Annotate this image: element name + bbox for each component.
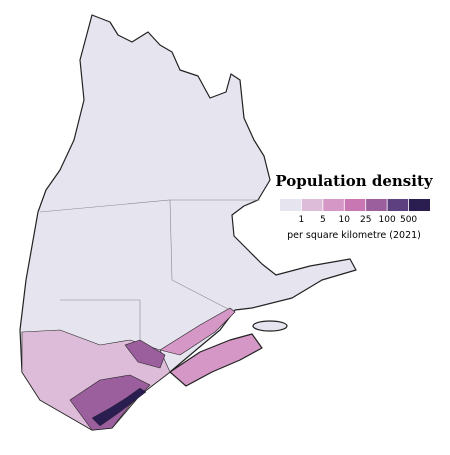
region-border [60, 299, 141, 340]
legend-title: Population density [275, 172, 433, 190]
province-outline [19, 14, 357, 431]
legend-tick-label: 100 [379, 215, 396, 225]
saguenay-region [124, 339, 166, 369]
region-border [39, 199, 231, 311]
internal-borders [39, 199, 260, 340]
legend-swatch [344, 199, 366, 211]
urban-core [91, 387, 147, 427]
legend-subtitle: per square kilometre (2021) [287, 230, 421, 241]
legend-swatch [322, 199, 345, 211]
north-shore [159, 307, 236, 356]
legend-tick-label: 500 [400, 215, 417, 225]
legend-tick-label: 10 [339, 215, 351, 225]
legend-tick-label: 5 [320, 215, 326, 225]
anticosti-island [252, 320, 288, 332]
legend: 1 5 10 25 100 500 [280, 199, 430, 225]
legend-swatch [408, 199, 430, 211]
legend-swatch [280, 199, 302, 211]
legend-tick-label: 25 [360, 215, 371, 225]
legend-swatch [365, 199, 388, 211]
province-map [19, 14, 357, 431]
legend-tick-label: 1 [299, 215, 305, 225]
legend-swatch [301, 199, 323, 211]
gaspe-peninsula [169, 333, 263, 387]
legend-swatch [387, 199, 409, 211]
